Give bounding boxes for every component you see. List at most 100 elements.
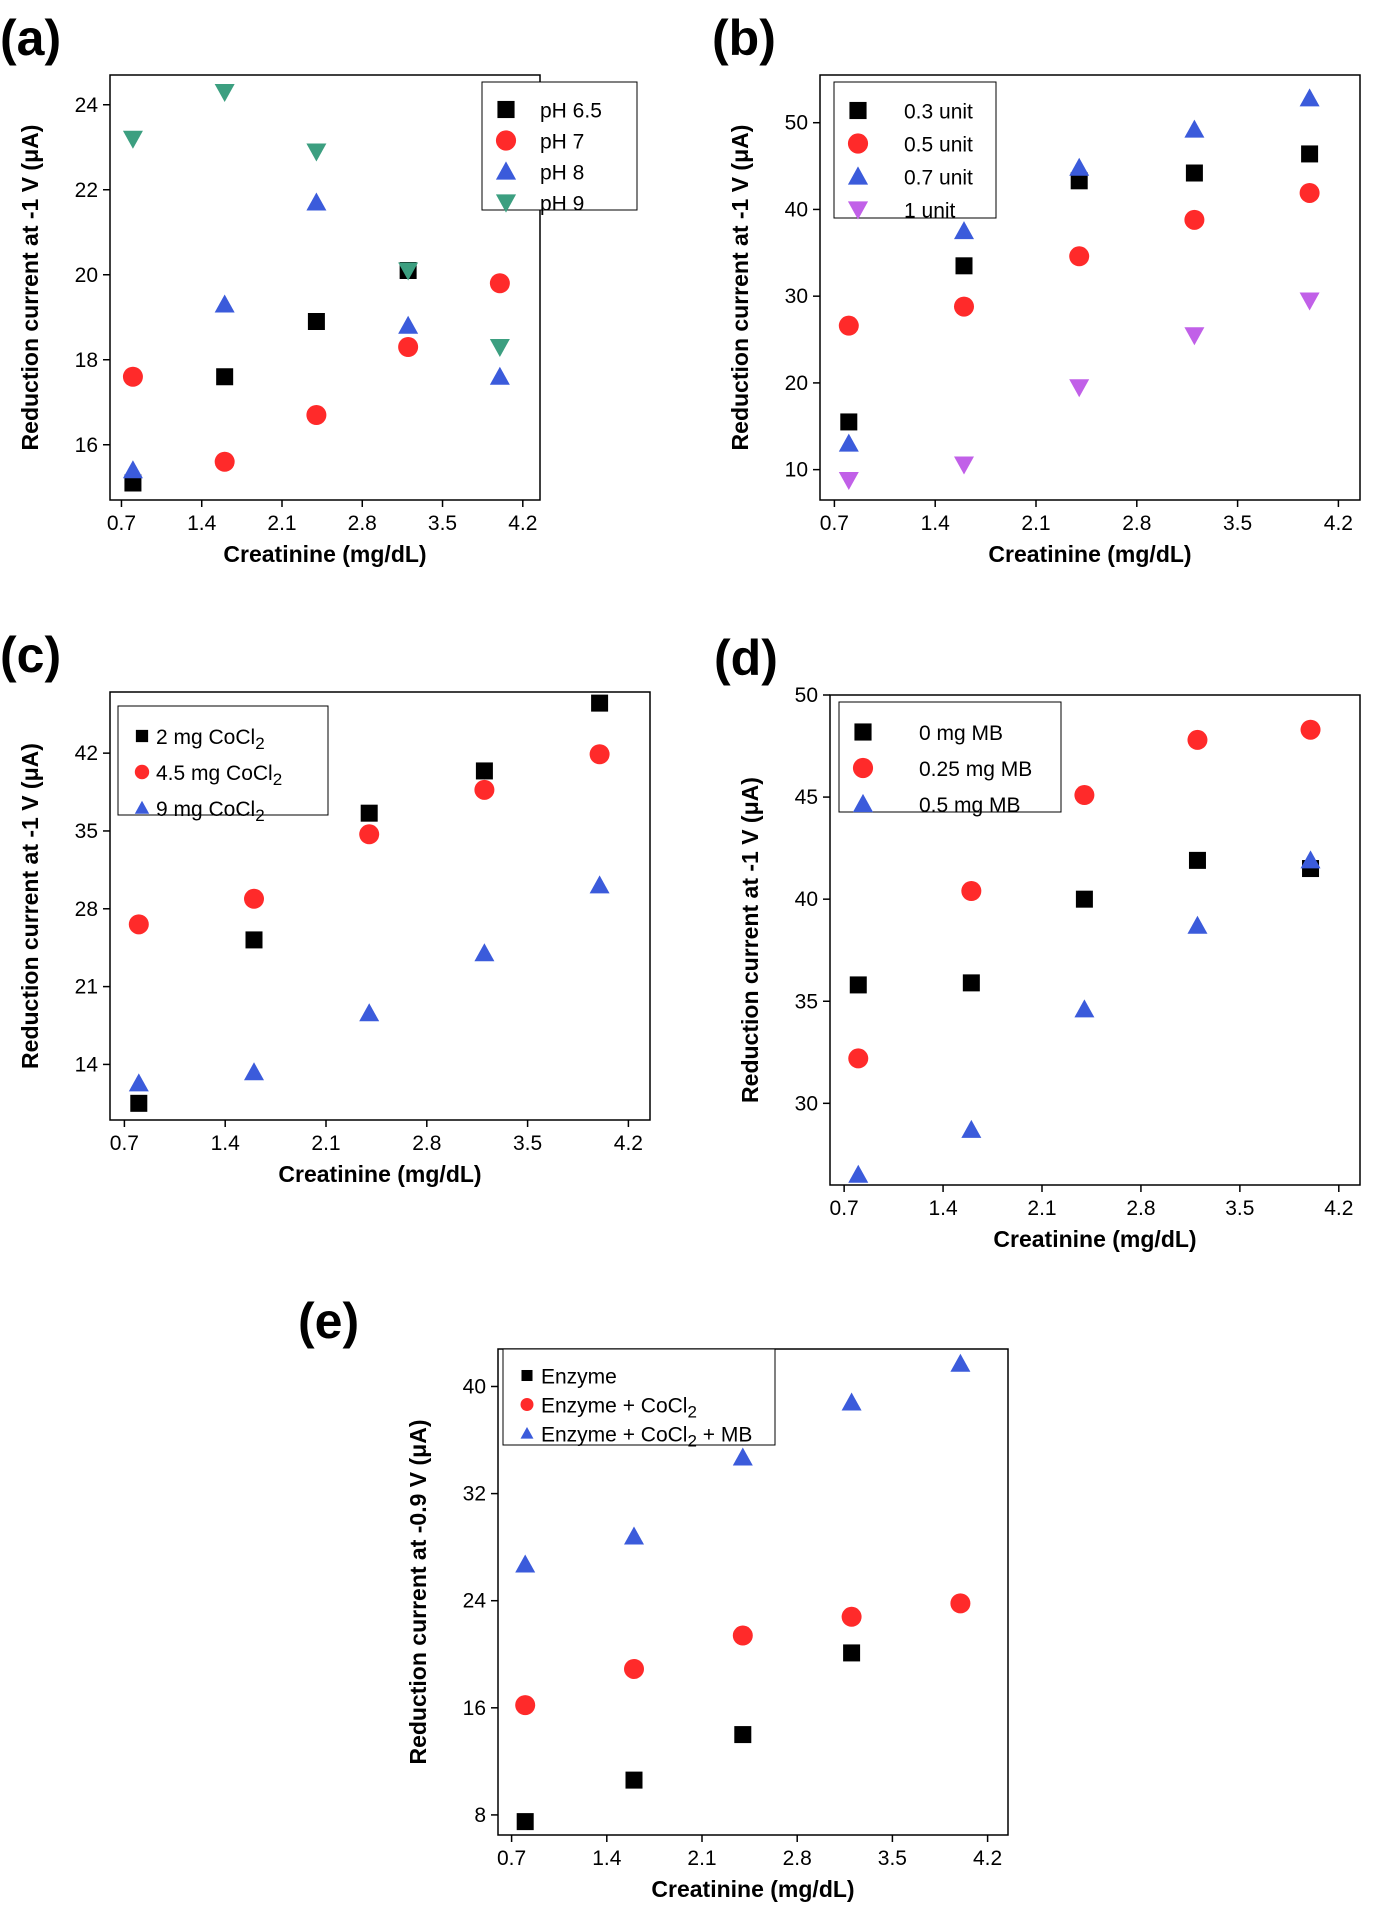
- legend-label: pH 9: [540, 193, 584, 216]
- y-axis-title: Reduction current at -1 V (μA): [727, 125, 753, 451]
- y-tick-label: 14: [75, 1053, 99, 1076]
- y-axis-title: Reduction current at -1 V (μA): [17, 125, 43, 451]
- series-1: [128, 744, 610, 935]
- legend: 0 mg MB 0.25 mg MB 0.5 mg MB: [838, 701, 1062, 817]
- series-0: [130, 694, 609, 1112]
- data-point: [841, 1392, 862, 1411]
- legend-marker: [849, 101, 867, 120]
- data-point: [624, 1526, 644, 1545]
- y-tick-label: 30: [795, 1092, 818, 1115]
- legend-label: Enzyme + CoCl2 + MB: [541, 1424, 752, 1451]
- data-point: [307, 313, 325, 330]
- legend-marker: [134, 800, 150, 814]
- data-point: [1188, 851, 1206, 869]
- legend-label: 1 unit: [904, 200, 956, 223]
- data-point: [516, 1813, 534, 1831]
- legend-marker: [495, 130, 517, 151]
- y-tick-label: 40: [463, 1375, 486, 1398]
- x-tick-label: 2.1: [1021, 512, 1050, 535]
- data-point: [306, 405, 327, 425]
- panel-label: (a): [0, 10, 61, 66]
- panel-label: (e): [298, 1293, 359, 1349]
- panel-label: (b): [712, 10, 776, 66]
- data-point: [245, 931, 263, 949]
- data-point: [954, 456, 974, 475]
- data-point: [1187, 729, 1208, 750]
- panel-label: (d): [714, 630, 778, 686]
- data-point: [954, 221, 974, 240]
- x-tick-label: 2.1: [687, 1847, 716, 1870]
- legend-label: Enzyme: [541, 1366, 617, 1389]
- x-tick-label: 1.4: [187, 512, 217, 535]
- plot-frame: [819, 74, 1361, 501]
- legend-label: pH 8: [540, 162, 584, 185]
- data-point: [1074, 999, 1095, 1018]
- data-point: [214, 451, 235, 472]
- legend-label: 9 mg CoCl2: [156, 798, 265, 825]
- x-axis-title: Creatinine (mg/dL): [988, 541, 1191, 567]
- y-tick-label: 16: [463, 1697, 486, 1720]
- y-axis-title: Reduction current at -1 V (μA): [737, 777, 763, 1103]
- series-2: [848, 850, 1321, 1183]
- x-tick-label: 4.2: [1324, 512, 1353, 535]
- legend-marker: [495, 194, 517, 213]
- data-point: [306, 192, 327, 211]
- series-2: [128, 875, 610, 1092]
- data-point: [306, 143, 327, 162]
- data-point: [244, 1062, 264, 1081]
- legend-marker: [847, 166, 869, 185]
- data-point: [515, 1695, 536, 1716]
- data-point: [214, 84, 235, 102]
- legend-label: 0.3 unit: [904, 101, 973, 124]
- x-axis-title: Creatinine (mg/dL): [223, 541, 426, 567]
- x-tick-label: 0.7: [497, 1847, 526, 1870]
- data-point: [489, 339, 510, 357]
- data-point: [961, 1119, 982, 1138]
- legend-label: 0 mg MB: [919, 722, 1003, 745]
- legend: 0.3 unit 0.5 unit 0.7 unit 1 unit: [833, 81, 997, 223]
- x-tick-label: 4.2: [614, 1132, 643, 1155]
- y-axis-title: Reduction current at -1 V (μA): [17, 743, 43, 1069]
- x-tick-label: 3.5: [1225, 1197, 1254, 1220]
- x-axis-title: Creatinine (mg/dL): [993, 1226, 1196, 1252]
- x-tick-label: 2.8: [348, 512, 377, 535]
- data-point: [214, 294, 235, 313]
- legend-box: [838, 701, 1062, 813]
- legend: pH 6.5 pH 7 pH 8 pH 9: [481, 81, 638, 216]
- x-tick-label: 1.4: [928, 1197, 958, 1220]
- x-tick-label: 2.8: [1122, 512, 1151, 535]
- y-tick-label: 35: [795, 990, 818, 1013]
- data-point: [1069, 157, 1090, 176]
- x-tick-label: 1.4: [592, 1847, 622, 1870]
- x-tick-label: 2.8: [783, 1847, 812, 1870]
- legend-label: 0.5 unit: [904, 134, 973, 157]
- y-tick-label: 8: [474, 1804, 486, 1827]
- y-tick-label: 24: [75, 94, 99, 117]
- data-point: [848, 1164, 869, 1183]
- panel-e: (e) 0.7 1.4 2.1 2.8 3.5 4.2 8 16 24 32 40 Creatinine…: [298, 1293, 1009, 1902]
- legend: 2 mg CoCl2 4.5 mg CoCl2 9 mg CoCl2: [117, 705, 329, 825]
- data-point: [1075, 890, 1093, 908]
- legend-label: 4.5 mg CoCl2: [156, 762, 282, 789]
- y-tick-label: 50: [795, 684, 818, 707]
- series-2: [515, 1353, 971, 1573]
- data-point: [489, 366, 510, 385]
- legend-label: pH 6.5: [540, 100, 602, 123]
- x-tick-label: 0.7: [820, 512, 849, 535]
- y-tick-label: 18: [75, 349, 98, 372]
- y-tick-label: 40: [785, 198, 808, 221]
- data-point: [1187, 915, 1208, 934]
- data-point: [961, 881, 982, 901]
- x-tick-label: 0.7: [107, 512, 136, 535]
- data-point: [474, 943, 495, 962]
- legend-marker: [134, 764, 150, 780]
- data-point: [398, 262, 419, 281]
- data-point: [625, 1771, 643, 1789]
- x-tick-label: 2.1: [267, 512, 296, 535]
- legend-marker: [135, 729, 149, 743]
- data-point: [1299, 292, 1320, 311]
- data-point: [1074, 785, 1095, 806]
- data-point: [954, 296, 974, 317]
- legend-label: 0.7 unit: [904, 167, 973, 190]
- data-point: [489, 273, 510, 294]
